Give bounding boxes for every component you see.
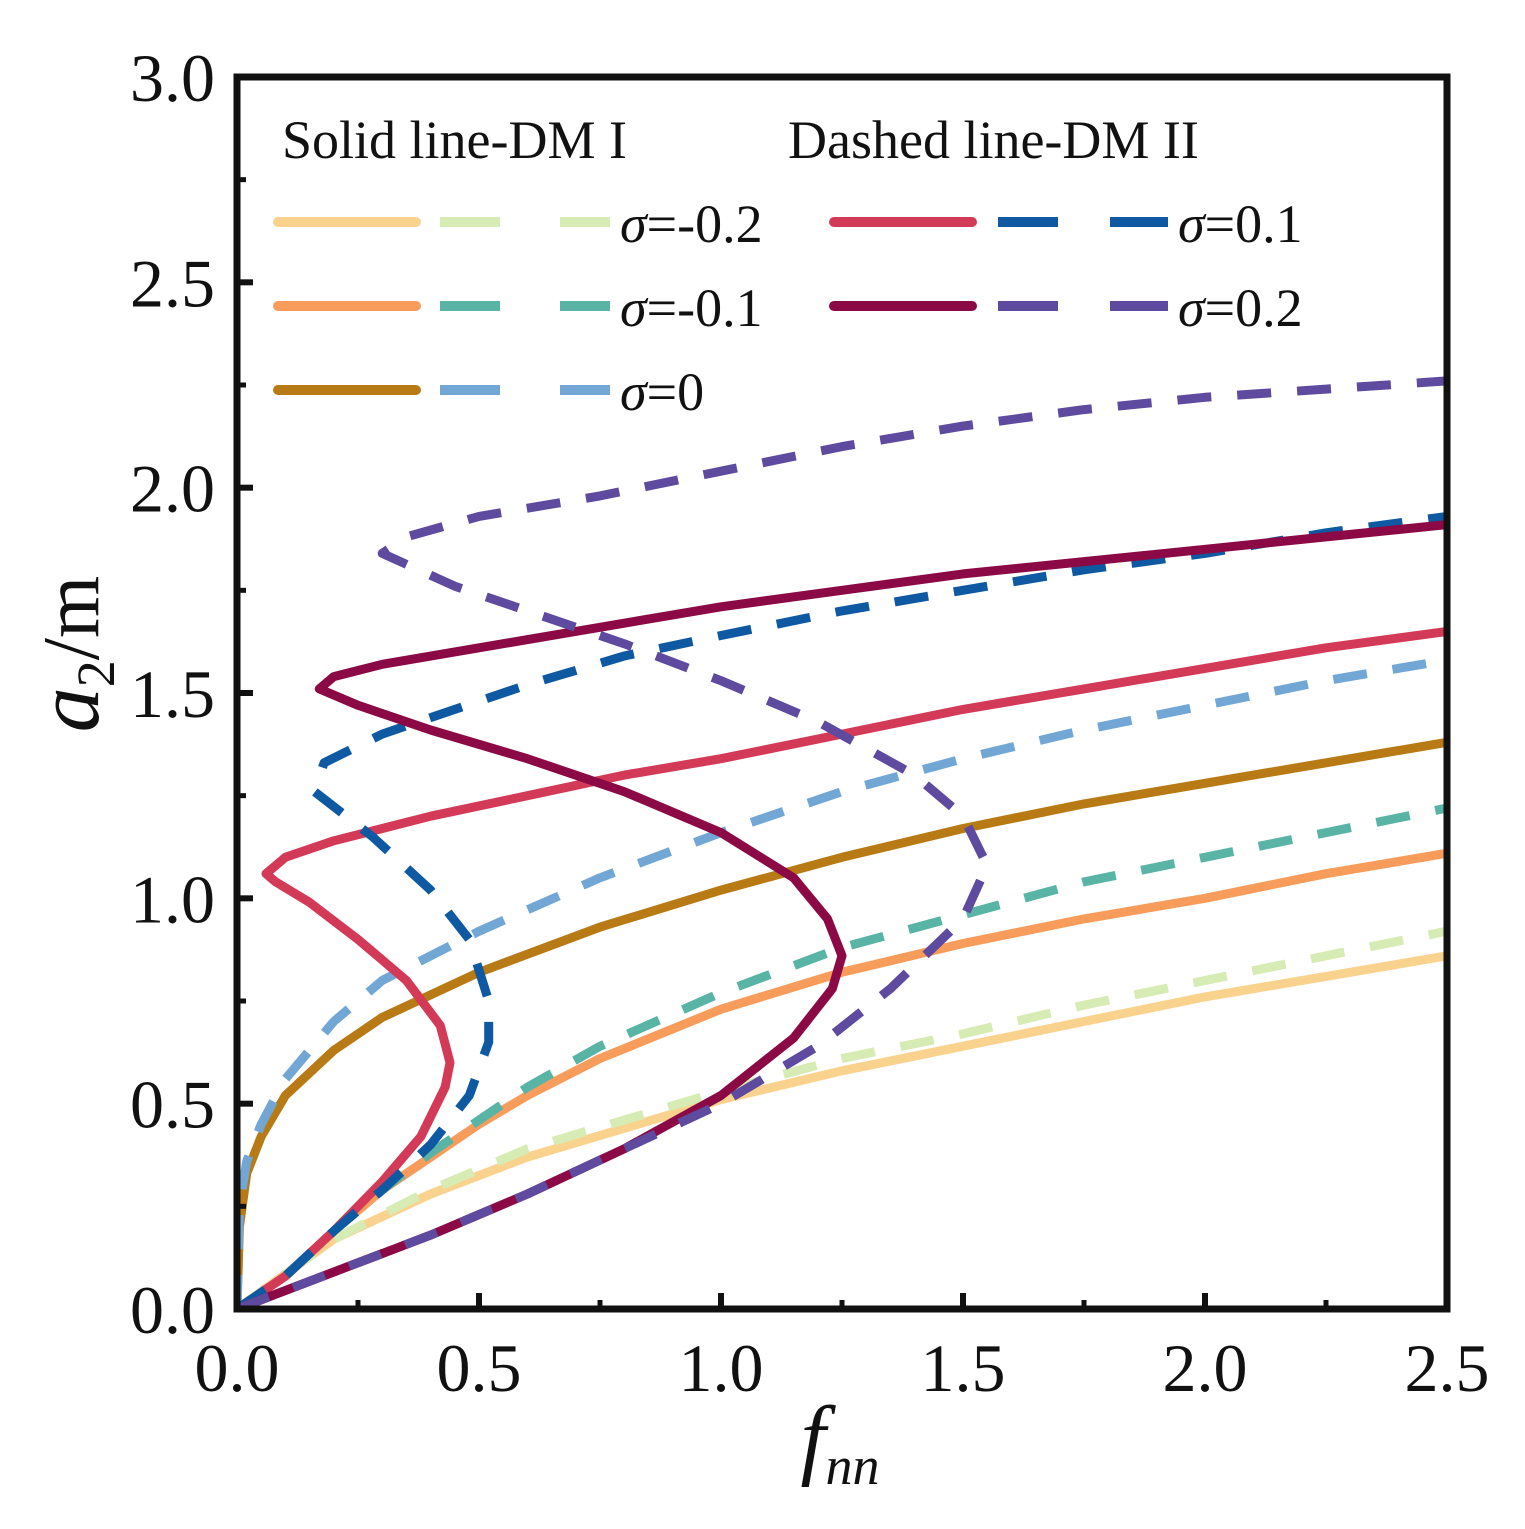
y-tick-label: 2.5 [130,245,215,321]
y-tick-label: 1.0 [130,861,215,937]
legend-label: σ=0 [620,362,704,422]
legend-label: σ=-0.1 [620,278,763,338]
y-tick-label: 0.5 [130,1067,215,1143]
series-layer [237,376,1447,1309]
x-tick-label: 0.0 [195,1330,280,1406]
legend: Solid line-DM I Dashed line-DM II σ=-0.2… [273,110,1303,422]
x-tick-label: 2.5 [1405,1330,1490,1406]
x-tick-label: 0.5 [437,1330,522,1406]
plot-frame [233,73,1451,1313]
ticks-layer: 0.0 0.5 1.0 1.5 2.0 2.5 0.0 0.5 1.0 1.5 2.0 2.5 3.0 [130,40,1490,1406]
series-dm2-line-9 [237,376,1447,1309]
y-tick-label: 1.5 [130,656,215,732]
x-tick-label: 1.5 [921,1330,1006,1406]
legend-header-solid: Solid line-DM I [282,110,627,170]
y-axis-title-main: a [19,687,118,732]
x-tick-label: 2.0 [1163,1330,1248,1406]
y-tick-label: 3.0 [130,40,215,116]
series-dm2-line-7 [237,511,1447,1309]
series-dm2-line-5 [237,655,1447,1309]
y-tick-label: 2.0 [130,451,215,527]
series-dm1-line-4 [237,737,1447,1309]
series-dm1-line-8 [237,520,1447,1309]
legend-label: σ=0.1 [1178,194,1303,254]
series-dm1-line-6 [237,626,1447,1309]
y-axis-title-unit: /m [28,576,116,660]
y-axis-title-sub: 2 [66,660,126,687]
x-axis-title-sub: nn [826,1436,880,1496]
axis-titles: fnn a2/m [19,576,880,1496]
legend-header-dashed: Dashed line-DM II [788,110,1199,170]
x-tick-label: 1.0 [679,1330,764,1406]
series-dm2-line-1 [237,926,1447,1309]
y-tick-label: 0.0 [130,1272,215,1348]
y-axis-title: a2/m [19,576,126,732]
x-axis-title: fnn [800,1389,879,1496]
legend-label: σ=0.2 [1178,278,1303,338]
legend-label: σ=-0.2 [620,194,763,254]
